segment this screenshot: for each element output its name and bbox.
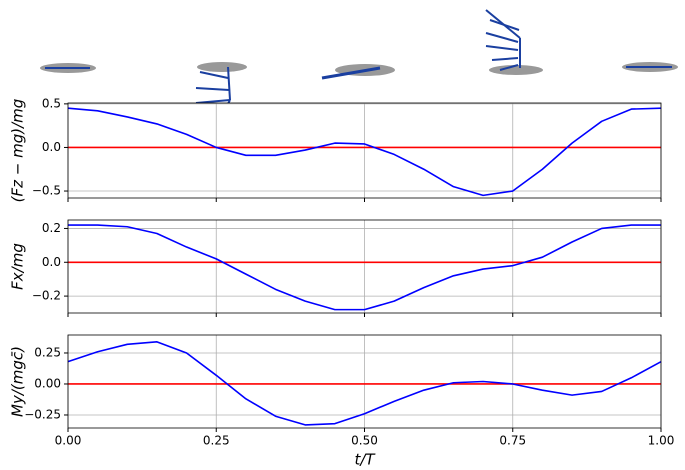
y-tick-label: 0.5	[42, 96, 61, 110]
bird	[485, 9, 543, 75]
bird	[321, 64, 395, 80]
y-tick-label: 0.0	[42, 255, 61, 269]
x-tick-label: 0.75	[499, 434, 526, 448]
y-axis-label: Fx/mg	[9, 243, 27, 290]
y-axis-label: (Fz − mg)/mg	[9, 99, 27, 203]
y-tick-label: 0.2	[42, 221, 61, 235]
plot-frame	[67, 102, 662, 199]
y-tick-label: −0.2	[32, 289, 61, 303]
y-axis-label: My/(mgc̄)	[9, 346, 27, 417]
x-tick-label: 1.00	[648, 434, 675, 448]
plot-frame	[67, 219, 662, 314]
data-line	[67, 341, 662, 426]
x-axis-label: t/T	[354, 451, 376, 469]
bird	[40, 63, 96, 73]
bird	[622, 62, 678, 72]
y-tick-label: −0.5	[32, 184, 61, 198]
plot-frame	[67, 334, 662, 429]
x-tick-label: 0.25	[203, 434, 230, 448]
y-tick-label: 0.0	[42, 140, 61, 154]
x-tick-label: 0.00	[55, 434, 82, 448]
x-tick-label: 0.50	[351, 434, 378, 448]
data-line	[67, 107, 662, 197]
y-tick-label: 0.25	[34, 345, 61, 359]
data-line	[68, 224, 661, 311]
y-tick-label: 0.00	[34, 376, 61, 390]
y-tick-label: −0.25	[24, 407, 61, 421]
